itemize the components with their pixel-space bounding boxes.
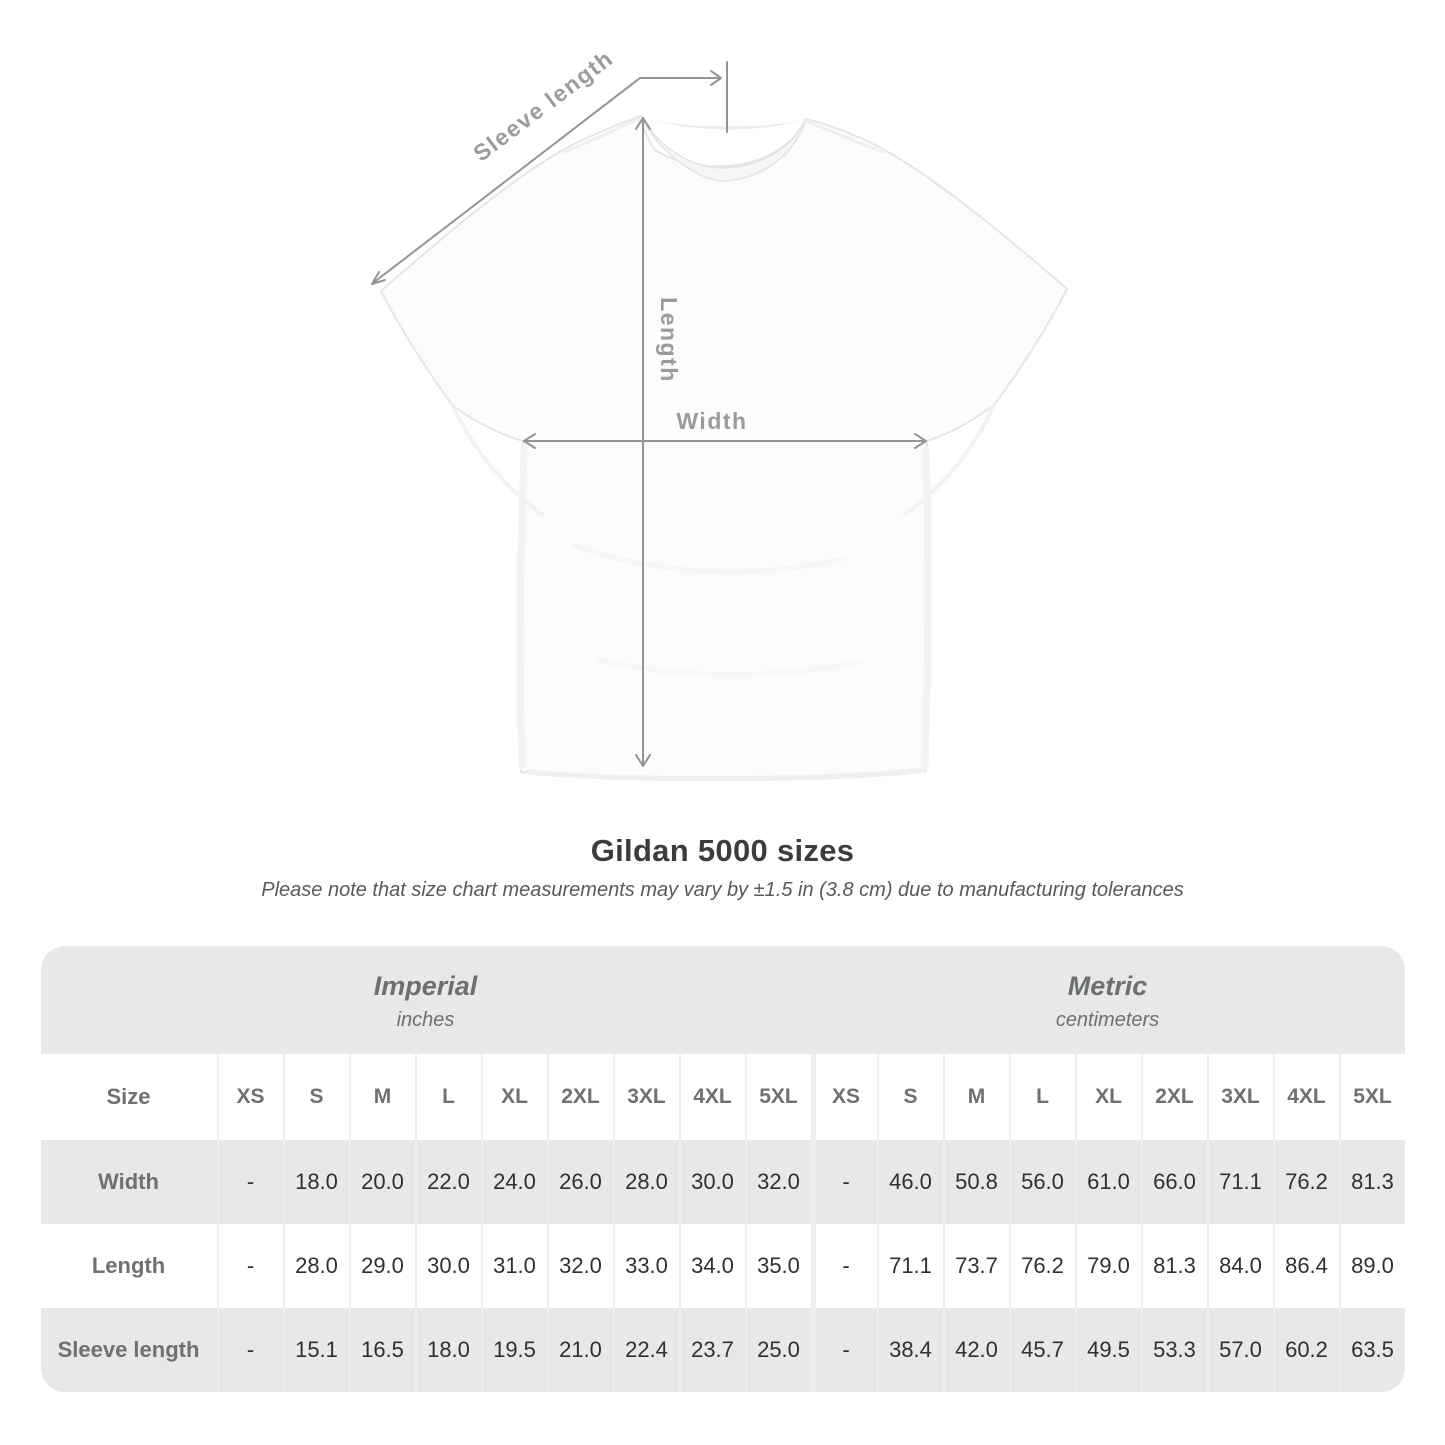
width-imp-2xl: 26.0 xyxy=(546,1140,613,1224)
sleeve-imp-3xl: 22.4 xyxy=(612,1308,679,1392)
hero-section: Sleeve length Length Width xyxy=(371,45,1068,782)
width-imp-3xl: 28.0 xyxy=(612,1140,679,1224)
length-met-xs: - xyxy=(810,1224,877,1308)
width-label: Width xyxy=(676,408,747,434)
length-imp-m: 29.0 xyxy=(348,1224,415,1308)
collar-back xyxy=(641,116,806,130)
row-label-width: Width xyxy=(40,1140,217,1224)
size-table: Imperial inches Metric centimeters Size … xyxy=(40,946,1405,1392)
length-met-4xl: 86.4 xyxy=(1272,1224,1339,1308)
length-imp-2xl: 32.0 xyxy=(546,1224,613,1308)
length-met-5xl: 89.0 xyxy=(1338,1224,1405,1308)
width-met-l: 56.0 xyxy=(1008,1140,1075,1224)
length-met-xl: 79.0 xyxy=(1074,1224,1141,1308)
sleeve-imp-2xl: 21.0 xyxy=(546,1308,613,1392)
sleeve-length-arrow xyxy=(371,61,728,285)
page-title: Gildan 5000 sizes xyxy=(590,833,855,868)
length-imp-s: 28.0 xyxy=(282,1224,349,1308)
length-met-l: 76.2 xyxy=(1008,1224,1075,1308)
length-met-2xl: 81.3 xyxy=(1140,1224,1207,1308)
metric-band: Metric centimeters xyxy=(811,946,1405,1054)
imp-header-l: L xyxy=(414,1054,481,1140)
width-imp-m: 20.0 xyxy=(348,1140,415,1224)
width-imp-4xl: 30.0 xyxy=(678,1140,745,1224)
width-met-2xl: 66.0 xyxy=(1140,1140,1207,1224)
tolerance-note: Please note that size chart measurements… xyxy=(261,879,1184,901)
sleeve-imp-xl: 19.5 xyxy=(480,1308,547,1392)
length-label: Length xyxy=(656,297,682,383)
met-header-s: S xyxy=(876,1054,943,1140)
imperial-label: Imperial xyxy=(373,970,478,1001)
width-met-m: 50.8 xyxy=(942,1140,1009,1224)
width-imp-xs: - xyxy=(216,1140,283,1224)
met-header-l: L xyxy=(1008,1054,1075,1140)
length-imp-xs: - xyxy=(216,1224,283,1308)
tshirt-shading xyxy=(451,116,996,782)
imp-header-xs: XS xyxy=(216,1054,283,1140)
width-met-3xl: 71.1 xyxy=(1206,1140,1273,1224)
width-arrow xyxy=(523,433,927,449)
sleeve-met-2xl: 53.3 xyxy=(1140,1308,1207,1392)
metric-sublabel: centimeters xyxy=(1055,1008,1160,1031)
size-col-header: Size xyxy=(40,1054,217,1140)
size-grid: Size XS S M L XL 2XL 3XL 4XL 5XL XS S M … xyxy=(40,1054,1405,1392)
row-label-sleeve-length: Sleeve length xyxy=(40,1308,217,1392)
length-met-3xl: 84.0 xyxy=(1206,1224,1273,1308)
imp-header-s: S xyxy=(282,1054,349,1140)
width-imp-5xl: 32.0 xyxy=(744,1140,811,1224)
width-imp-l: 22.0 xyxy=(414,1140,481,1224)
met-header-xs: XS xyxy=(810,1054,877,1140)
met-header-m: M xyxy=(942,1054,1009,1140)
metric-label: Metric xyxy=(1067,970,1148,1001)
width-met-s: 46.0 xyxy=(876,1140,943,1224)
met-header-4xl: 4XL xyxy=(1272,1054,1339,1140)
imp-header-5xl: 5XL xyxy=(744,1054,811,1140)
imp-header-4xl: 4XL xyxy=(678,1054,745,1140)
length-imp-l: 30.0 xyxy=(414,1224,481,1308)
sleeve-imp-4xl: 23.7 xyxy=(678,1308,745,1392)
length-imp-4xl: 34.0 xyxy=(678,1224,745,1308)
imperial-band: Imperial inches xyxy=(41,946,811,1054)
tshirt-photo: Sleeve length Length Width xyxy=(371,45,1068,782)
sleeve-met-xs: - xyxy=(810,1308,877,1392)
sleeve-met-l: 45.7 xyxy=(1008,1308,1075,1392)
imp-header-m: M xyxy=(348,1054,415,1140)
sleeve-met-4xl: 60.2 xyxy=(1272,1308,1339,1392)
width-met-5xl: 81.3 xyxy=(1338,1140,1405,1224)
sleeve-imp-5xl: 25.0 xyxy=(744,1308,811,1392)
sleeve-met-xl: 49.5 xyxy=(1074,1308,1141,1392)
length-imp-xl: 31.0 xyxy=(480,1224,547,1308)
length-met-s: 71.1 xyxy=(876,1224,943,1308)
sleeve-imp-xs: - xyxy=(216,1308,283,1392)
sleeve-imp-l: 18.0 xyxy=(414,1308,481,1392)
length-imp-5xl: 35.0 xyxy=(744,1224,811,1308)
met-header-3xl: 3XL xyxy=(1206,1054,1273,1140)
width-met-4xl: 76.2 xyxy=(1272,1140,1339,1224)
tshirt-outline xyxy=(380,115,1068,782)
row-label-length: Length xyxy=(40,1224,217,1308)
width-imp-xl: 24.0 xyxy=(480,1140,547,1224)
sleeve-imp-m: 16.5 xyxy=(348,1308,415,1392)
met-header-5xl: 5XL xyxy=(1338,1054,1405,1140)
met-header-2xl: 2XL xyxy=(1140,1054,1207,1140)
sleeve-met-m: 42.0 xyxy=(942,1308,1009,1392)
imperial-sublabel: inches xyxy=(396,1008,455,1031)
sleeve-imp-s: 15.1 xyxy=(282,1308,349,1392)
unit-band: Imperial inches Metric centimeters xyxy=(40,946,1405,1054)
width-imp-s: 18.0 xyxy=(282,1140,349,1224)
imp-header-3xl: 3XL xyxy=(612,1054,679,1140)
width-met-xs: - xyxy=(810,1140,877,1224)
sleeve-met-5xl: 63.5 xyxy=(1338,1308,1405,1392)
width-met-xl: 61.0 xyxy=(1074,1140,1141,1224)
sleeve-met-3xl: 57.0 xyxy=(1206,1308,1273,1392)
met-header-xl: XL xyxy=(1074,1054,1141,1140)
imp-header-2xl: 2XL xyxy=(546,1054,613,1140)
length-met-m: 73.7 xyxy=(942,1224,1009,1308)
collar-band xyxy=(640,115,807,182)
imp-header-xl: XL xyxy=(480,1054,547,1140)
length-imp-3xl: 33.0 xyxy=(612,1224,679,1308)
sleeve-met-s: 38.4 xyxy=(876,1308,943,1392)
